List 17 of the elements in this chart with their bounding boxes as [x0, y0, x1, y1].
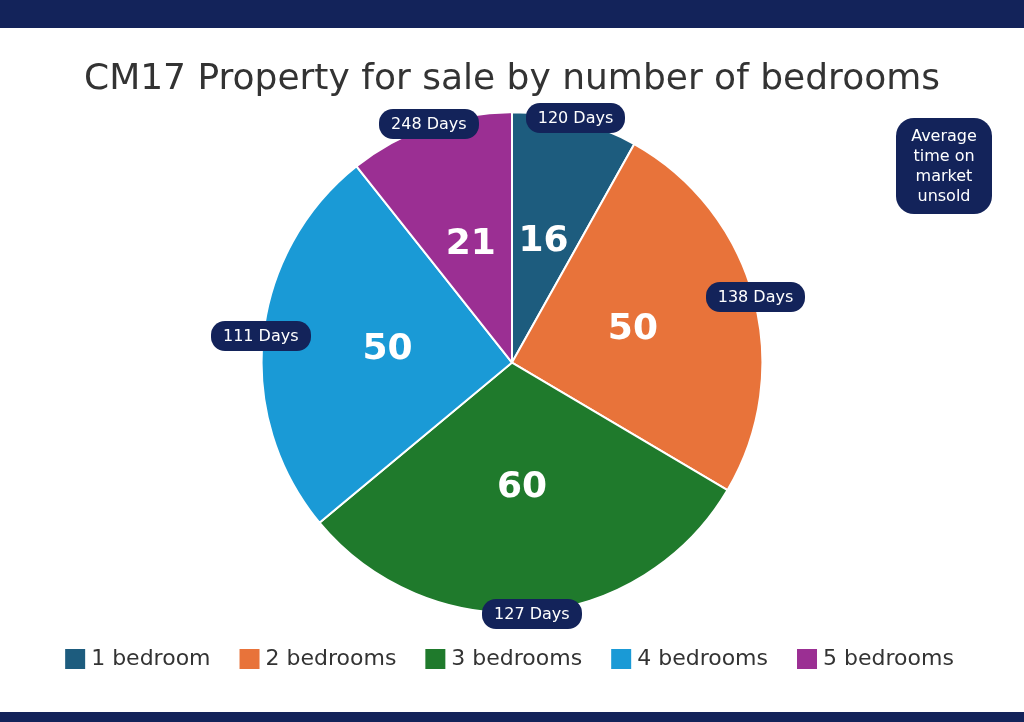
legend-label: 1 bedroom [91, 644, 211, 670]
text: 127 Days [482, 599, 582, 630]
legend-label: 3 bedrooms [451, 644, 583, 670]
text: 248 Days [379, 109, 479, 140]
data-label: 21 [445, 220, 496, 262]
legend-label: 5 bedrooms [823, 644, 954, 670]
data-label: 50 [607, 306, 658, 348]
text: 111 Days [210, 321, 311, 352]
chart-title: CM17 Property for sale by number of bedrooms [83, 55, 941, 97]
legend-label: 2 bedrooms [265, 644, 397, 670]
data-label: 60 [496, 463, 548, 505]
text: 120 Days [525, 103, 626, 134]
text: Average time on market unsold [896, 118, 992, 215]
legend-label: 4 bedrooms [637, 644, 769, 670]
data-label: 50 [362, 326, 413, 367]
data-label: 16 [518, 217, 569, 259]
text: 138 Days [705, 281, 806, 312]
